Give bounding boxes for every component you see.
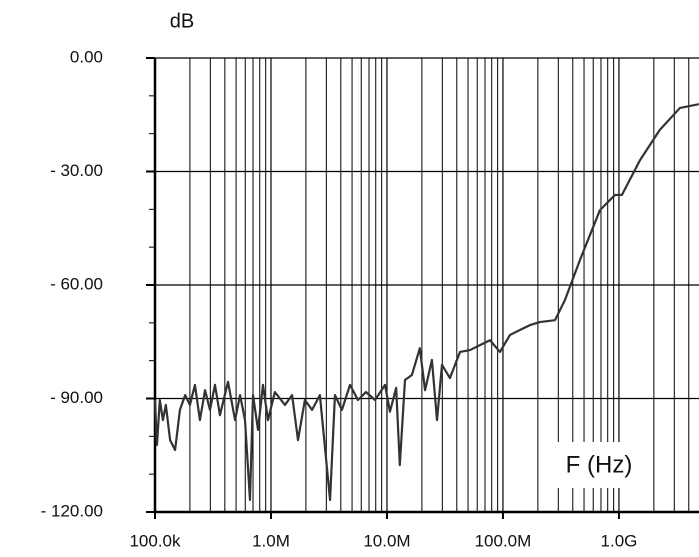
data-line xyxy=(153,103,699,501)
y-tick-label: - 120.00 xyxy=(41,501,103,520)
y-tick-label: - 30.00 xyxy=(50,161,103,180)
x-tick-label: 10.0M xyxy=(363,531,410,550)
y-axis-label: dB xyxy=(170,10,194,32)
y-tick-label: - 90.00 xyxy=(50,388,103,407)
x-tick-label: 1.0M xyxy=(252,531,290,550)
y-tick-label: 0.00 xyxy=(70,47,103,66)
x-axis-label: F (Hz) xyxy=(566,451,633,478)
plot-area: 100.0k 1.0M 10.0M 100.0M 1.0G 0.00 - 30.00 - 60… xyxy=(41,47,699,550)
x-tick-label: 1.0G xyxy=(601,531,638,550)
x-tick-label: 100.0M xyxy=(475,531,532,550)
x-tick-label: 100.0k xyxy=(129,531,181,550)
x-label-box xyxy=(555,442,643,488)
y-tick-label: - 60.00 xyxy=(50,274,103,293)
